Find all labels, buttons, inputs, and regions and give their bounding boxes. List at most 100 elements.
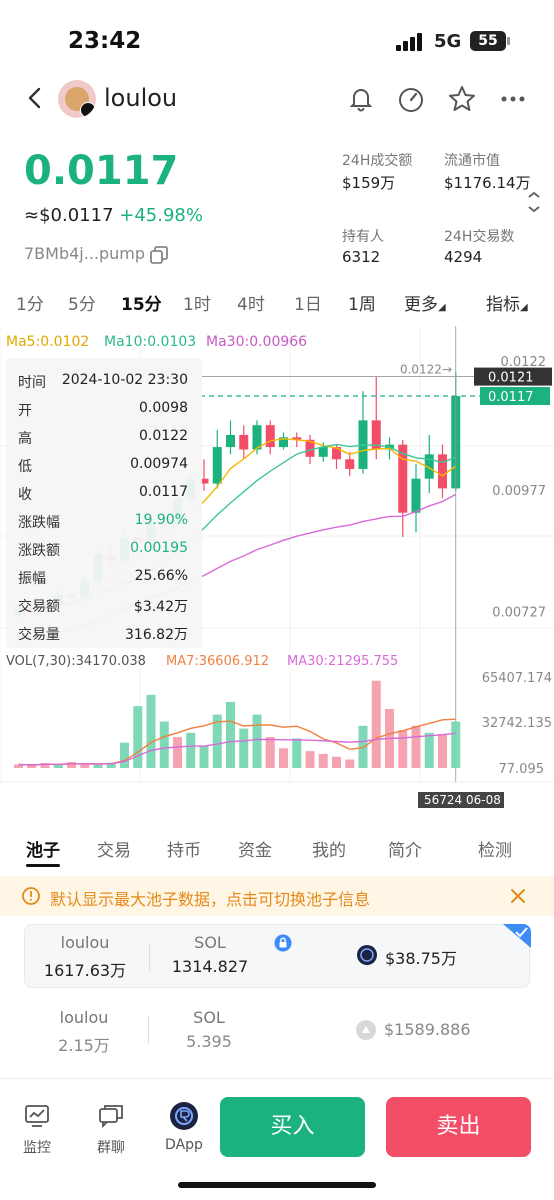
volume-bar xyxy=(53,764,63,768)
notice-text: 默认显示最大池子数据，点击可切换池子信息 xyxy=(50,890,371,909)
timeframe-1w[interactable]: 1周 xyxy=(348,295,376,315)
battery-icon: 55 xyxy=(470,31,510,51)
indicator-menu[interactable]: 指标◢ xyxy=(486,290,528,315)
token-avatar xyxy=(58,80,96,118)
pool-notice[interactable]: 默认显示最大池子数据，点击可切换池子信息 xyxy=(0,876,554,916)
contract-address: 7BMb4j...pump xyxy=(24,244,146,263)
bell-icon[interactable] xyxy=(346,84,376,114)
timeframe-1h[interactable]: 1时 xyxy=(183,295,211,315)
stat-label: 持有人 xyxy=(342,229,384,245)
candle xyxy=(438,454,447,489)
tooltip-value: 0.0122 xyxy=(139,428,188,444)
tab-check[interactable]: 检测 xyxy=(478,841,512,861)
price-usd: ≈$0.0117 xyxy=(24,205,114,226)
star-icon[interactable] xyxy=(447,84,477,114)
price-tick-mid: 0.00977 xyxy=(492,484,546,499)
volume-bar xyxy=(332,756,341,768)
tooltip-label: 高 xyxy=(18,431,32,447)
tab-mine[interactable]: 我的 xyxy=(312,841,346,861)
tab-holders[interactable]: 持币 xyxy=(167,841,201,861)
more-icon[interactable] xyxy=(498,84,528,114)
volume-bar xyxy=(398,730,408,768)
tab-funds[interactable]: 资金 xyxy=(238,841,272,861)
pool-row[interactable]: loulou 2.15万 SOL 5.395 $1589.886 xyxy=(24,998,530,1062)
volume-bar xyxy=(120,742,129,768)
dapp-icon xyxy=(170,1102,198,1130)
volume-bar xyxy=(67,762,76,768)
volume-bar xyxy=(14,764,23,768)
candle xyxy=(279,437,288,448)
vol-ma7-label: MA7:36606.912 xyxy=(166,654,270,669)
current-price-box xyxy=(480,387,550,406)
timeframe-1d[interactable]: 1日 xyxy=(294,295,322,315)
price-tick-top: 0.0122 xyxy=(501,355,547,370)
sell-button[interactable]: 卖出 xyxy=(386,1097,531,1157)
tab-trades[interactable]: 交易 xyxy=(97,841,131,861)
volume-bar xyxy=(424,732,434,768)
tooltip-value: 0.00195 xyxy=(130,540,188,556)
vol-ma30-label: MA30:21295.755 xyxy=(287,654,399,669)
dapp-button[interactable]: DApp xyxy=(157,1099,211,1169)
tab-intro[interactable]: 简介 xyxy=(388,841,422,861)
tooltip-label: 收 xyxy=(18,487,32,503)
chat-button[interactable]: 群聊 xyxy=(84,1099,138,1169)
candle-tooltip: 时间 2024-10-02 23:30 开 0.0098 高 0.0122 低 … xyxy=(6,358,202,648)
volume-bar xyxy=(345,759,355,768)
candle xyxy=(265,425,275,448)
vol-tick-low: 77.095 xyxy=(499,762,545,777)
price-usd-line: ≈$0.0117 +45.98% xyxy=(24,205,203,226)
volume-bar xyxy=(212,714,222,768)
network-label: 5G xyxy=(434,31,462,52)
volume-bar xyxy=(146,694,156,768)
tab-pool[interactable]: 池子 xyxy=(26,841,60,861)
monitor-button[interactable]: 监控 xyxy=(10,1099,64,1169)
pool-token-name: loulou xyxy=(60,933,110,952)
timeframe-15m[interactable]: 15分 xyxy=(121,295,162,315)
volume-bar xyxy=(438,734,447,768)
volume-bar xyxy=(411,725,421,768)
buy-button[interactable]: 买入 xyxy=(220,1097,365,1157)
expand-chevron-icon[interactable] xyxy=(526,192,542,212)
ma30-label: Ma30:0.00966 xyxy=(206,334,308,350)
stat-label: 流通市值 xyxy=(444,153,500,169)
tooltip-value: 0.0098 xyxy=(139,400,188,416)
volume-bar xyxy=(27,765,37,768)
monitor-icon xyxy=(25,1105,49,1127)
volume-bar xyxy=(265,737,275,768)
candle xyxy=(411,478,421,513)
timeframe-4h[interactable]: 4时 xyxy=(237,295,265,315)
pool-liquidity: $1589.886 xyxy=(384,1020,471,1039)
cursor-time-label: 56724 06-08 xyxy=(424,793,501,807)
selected-check-icon xyxy=(503,924,531,948)
volume-bar xyxy=(93,764,103,768)
raydium-icon xyxy=(357,945,377,965)
candle xyxy=(424,454,434,479)
candle xyxy=(305,439,315,457)
close-icon[interactable] xyxy=(509,887,527,905)
pool-token-amount: 1617.63万 xyxy=(43,961,127,980)
copy-icon[interactable] xyxy=(150,246,168,264)
back-icon[interactable] xyxy=(22,84,50,112)
timeframe-more[interactable]: 更多◢ xyxy=(404,290,446,315)
tooltip-time-label: 时间 xyxy=(18,375,46,391)
divider xyxy=(148,1016,149,1044)
candle xyxy=(371,420,381,450)
price-tick-low: 0.00727 xyxy=(492,605,546,620)
timeframe-5m[interactable]: 5分 xyxy=(68,295,96,315)
volume-bar xyxy=(371,680,381,768)
pool-token-amount: 2.15万 xyxy=(58,1036,110,1055)
candle xyxy=(318,447,328,457)
gauge-icon[interactable] xyxy=(396,84,426,114)
candle xyxy=(212,447,222,484)
current-price: 0.0117 xyxy=(24,148,179,194)
status-bar: 23:42 5G 55 xyxy=(0,0,554,80)
tooltip-label: 涨跌额 xyxy=(18,543,60,559)
divider xyxy=(149,943,150,971)
tooltip-label: 交易额 xyxy=(18,599,60,615)
pool-row-selected[interactable]: loulou 1617.63万 SOL 1314.827 $38.75万 xyxy=(24,924,531,988)
indicator-label: 指标 xyxy=(486,295,520,315)
timeframe-1m[interactable]: 1分 xyxy=(16,295,44,315)
tooltip-label: 交易量 xyxy=(18,627,60,643)
volume-bar xyxy=(226,701,235,768)
indicator-caret-icon: ◢ xyxy=(520,302,528,313)
